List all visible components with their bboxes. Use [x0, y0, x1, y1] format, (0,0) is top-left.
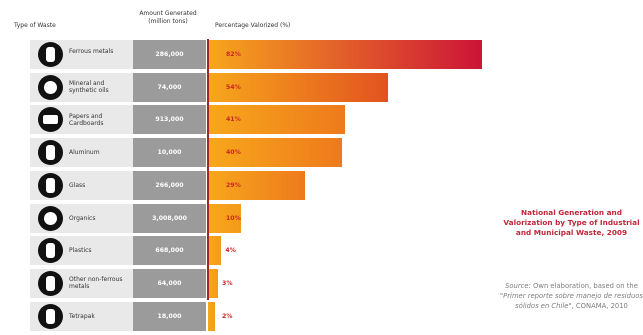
amount-cell	[133, 301, 206, 331]
source-prefix: Source:	[505, 282, 531, 290]
bar-value-label: 2%	[222, 312, 233, 320]
bar	[208, 105, 345, 135]
percentage-valorized-header: Percentage Valorized (%)	[215, 22, 291, 29]
amount-cell	[133, 72, 206, 102]
category-label: Tetrapak	[69, 312, 95, 320]
bar-value-label: 3%	[222, 279, 233, 287]
amount-cell	[133, 105, 206, 135]
source-italic: "Primer reporte sobre manejo de residuos…	[500, 292, 643, 310]
amount-cell	[133, 138, 206, 168]
bar-baseline	[207, 39, 209, 300]
amount-value: 286,000	[155, 51, 184, 58]
amount-value: 18,000	[157, 312, 182, 320]
amount-value: 74,000	[157, 83, 182, 91]
carton-icon-glyph	[46, 308, 55, 324]
bar	[208, 40, 482, 69]
category-label: Other non-ferrous metals	[69, 276, 123, 291]
source-end: , CONAMA, 2010	[571, 302, 628, 310]
category-label: Mineral and synthetic oils	[69, 80, 109, 95]
source-text: Own elaboration, based on the	[533, 282, 638, 290]
bar-value-label: 29%	[226, 181, 241, 189]
bar-value-label: 10%	[226, 214, 241, 222]
oil-drop-icon	[38, 74, 63, 100]
chart-title: National Generation and Valorization by …	[503, 208, 640, 237]
amount-cell	[133, 170, 206, 200]
category-label: Organics	[69, 214, 96, 222]
bar-value-label: 4%	[225, 247, 236, 255]
can-icon	[38, 140, 63, 166]
can-icon-glyph	[46, 145, 55, 161]
amount-value: 266,000	[155, 181, 184, 189]
source-note: Source: Own elaboration, based on the "P…	[500, 281, 643, 311]
bar-value-label: 40%	[226, 149, 241, 157]
amount-cell	[133, 203, 206, 233]
amount-value: 64,000	[157, 279, 182, 287]
paper-box-icon	[38, 107, 63, 133]
amount-cell	[133, 236, 206, 266]
bar	[208, 138, 342, 168]
carton-icon	[38, 303, 63, 329]
oil-drop-icon-glyph	[44, 80, 57, 94]
plastic-bottle-icon	[38, 238, 63, 264]
bar	[208, 72, 389, 102]
paper-box-icon-glyph	[43, 115, 58, 125]
category-label: Glass	[69, 181, 86, 189]
ingot-icon-glyph	[46, 47, 55, 62]
amount-value: 913,000	[155, 116, 184, 124]
bar	[208, 268, 219, 298]
category-label: Plastics	[69, 247, 92, 255]
amount-value: 10,000	[157, 149, 182, 157]
category-label: Ferrous metals	[69, 47, 114, 55]
amount-generated-header: Amount Generated (million tons)	[139, 10, 197, 25]
amount-value: 668,000	[155, 247, 184, 255]
apple-icon-glyph	[44, 211, 57, 225]
type-of-waste-header: Type of Waste	[14, 22, 56, 29]
bar-value-label: 54%	[226, 83, 241, 91]
bar	[208, 203, 242, 233]
amount-cell	[133, 268, 206, 298]
amount-cell	[133, 40, 206, 69]
ingot-icon-glyph	[46, 275, 55, 291]
bar-value-label: 82%	[226, 51, 241, 58]
category-label: Papers and Cardboards	[69, 112, 104, 127]
ingot-icon	[38, 270, 63, 296]
apple-icon	[38, 205, 63, 231]
plastic-bottle-icon-glyph	[46, 243, 55, 259]
category-label: Aluminum	[69, 149, 100, 157]
bottle-icon	[38, 172, 63, 198]
bar-value-label: 41%	[226, 116, 241, 124]
ingot-icon	[38, 42, 63, 67]
bar	[208, 301, 215, 331]
bar	[208, 170, 305, 200]
bottle-icon-glyph	[46, 177, 55, 193]
bar	[208, 236, 222, 266]
amount-value: 3,008,000	[152, 214, 187, 222]
